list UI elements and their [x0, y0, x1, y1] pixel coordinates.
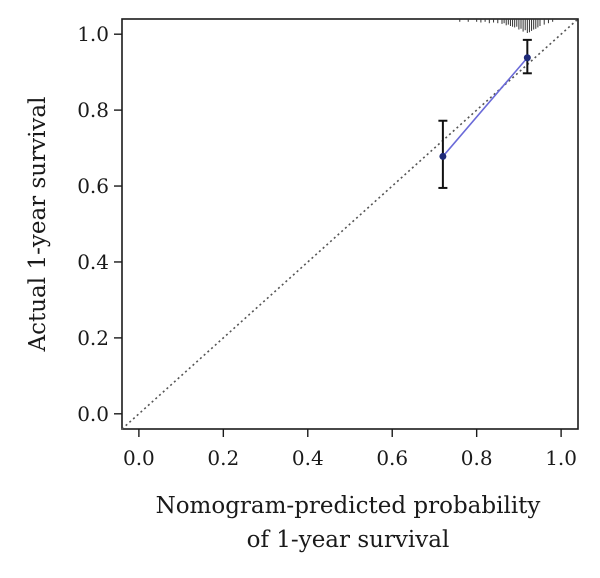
x-tick-label: 0.2	[207, 446, 239, 470]
y-tick-label: 0.0	[77, 402, 109, 426]
reference-line	[121, 18, 579, 430]
calibration-series	[438, 38, 532, 189]
y-tick-label: 1.0	[77, 22, 109, 46]
y-tick-label: 0.2	[77, 326, 109, 350]
x-tick-label: 0.8	[461, 446, 493, 470]
y-tick-label: 0.6	[77, 174, 109, 198]
x-tick-label: 0.6	[376, 446, 408, 470]
y-axis: 0.0 0.2 0.4 0.6 0.8 1.0	[77, 22, 122, 426]
y-tick-label: 0.4	[77, 250, 109, 274]
x-axis-title-line-1: Nomogram-predicted probability	[156, 493, 541, 519]
x-tick-label: 0.0	[123, 446, 155, 470]
prediction-rug	[459, 19, 554, 33]
x-tick-label: 1.0	[545, 446, 577, 470]
x-axis: 0.0 0.2 0.4 0.6 0.8 1.0	[123, 429, 577, 470]
calibration-line	[442, 57, 528, 157]
reference-diagonal	[121, 18, 579, 430]
x-tick-label: 0.4	[292, 446, 324, 470]
calibration-point	[439, 152, 447, 160]
calibration-point	[523, 54, 531, 62]
x-axis-title-line-2: of 1-year survival	[247, 527, 450, 553]
plot-frame	[121, 18, 579, 430]
y-axis-title: Actual 1-year survival	[25, 97, 51, 353]
y-tick-label: 0.8	[77, 98, 109, 122]
